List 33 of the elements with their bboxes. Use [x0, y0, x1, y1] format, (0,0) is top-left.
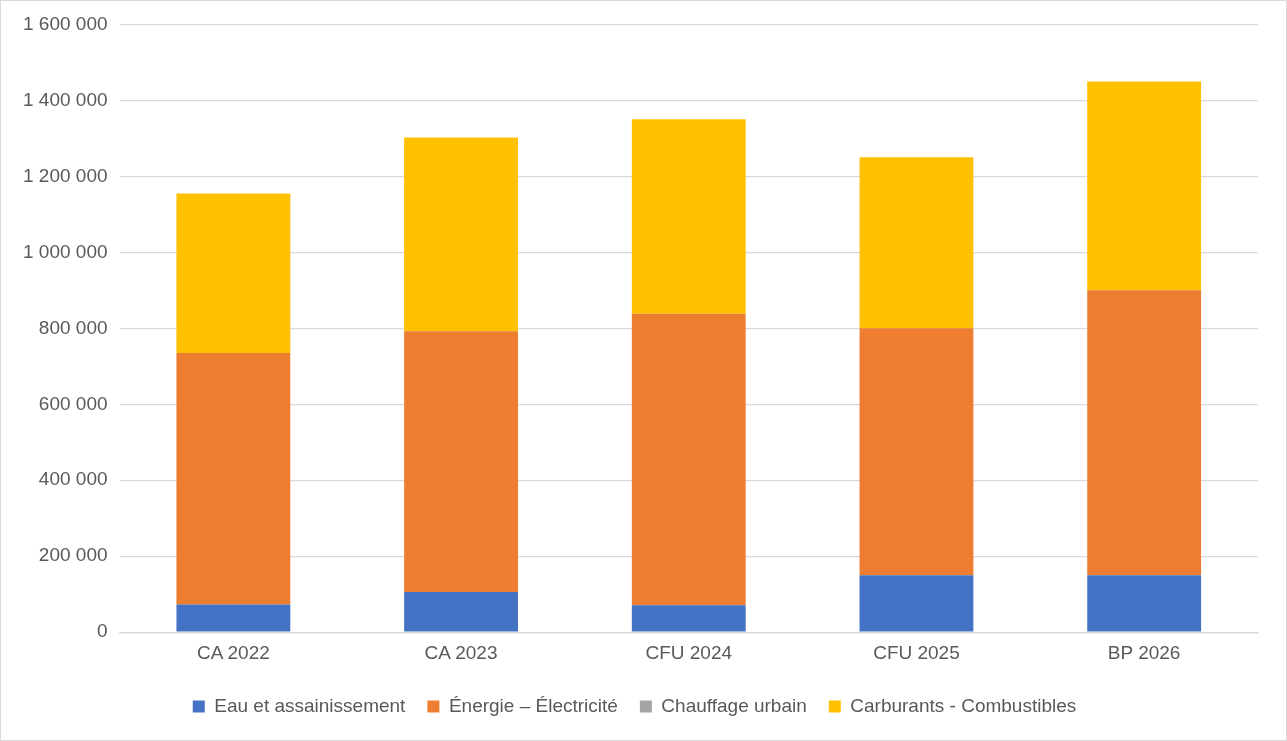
x-tick-label: CFU 2025: [873, 641, 960, 663]
bar: [1087, 575, 1202, 632]
y-tick-label: 200 000: [38, 544, 108, 566]
x-tick-label: BP 2026: [1107, 641, 1181, 663]
y-tick-label: 1 200 000: [22, 164, 108, 186]
bar: [859, 328, 974, 576]
legend-label: Chauffage urbain: [661, 694, 807, 716]
y-tick-label: 0: [96, 620, 108, 642]
bar: [859, 157, 974, 329]
y-tick-label: 400 000: [38, 468, 108, 490]
x-tick-label: CA 2022: [196, 641, 270, 663]
y-tick-label: 1 400 000: [22, 88, 108, 110]
bar: [404, 331, 518, 592]
bar: [631, 605, 746, 632]
bar: [176, 352, 291, 605]
bar: [176, 193, 291, 353]
bar: [176, 604, 291, 632]
legend-label: Eau et assainissement: [214, 694, 407, 716]
bar: [1087, 290, 1202, 576]
bar: [1087, 81, 1202, 291]
bar: [404, 591, 518, 632]
x-tick-label: CFU 2024: [645, 641, 733, 663]
bar: [859, 575, 974, 632]
legend-label: Carburants - Combustibles: [850, 694, 1077, 716]
y-tick-label: 600 000: [38, 392, 108, 414]
y-tick-label: 1 000 000: [22, 240, 108, 262]
bar: [631, 119, 746, 314]
y-tick-label: 800 000: [38, 316, 108, 338]
legend-label: Énergie – Électricité: [448, 694, 618, 716]
x-tick-label: CA 2023: [424, 641, 498, 663]
y-tick-label: 1 600 000: [22, 12, 108, 34]
bar: [404, 137, 518, 332]
bar: [631, 313, 746, 606]
